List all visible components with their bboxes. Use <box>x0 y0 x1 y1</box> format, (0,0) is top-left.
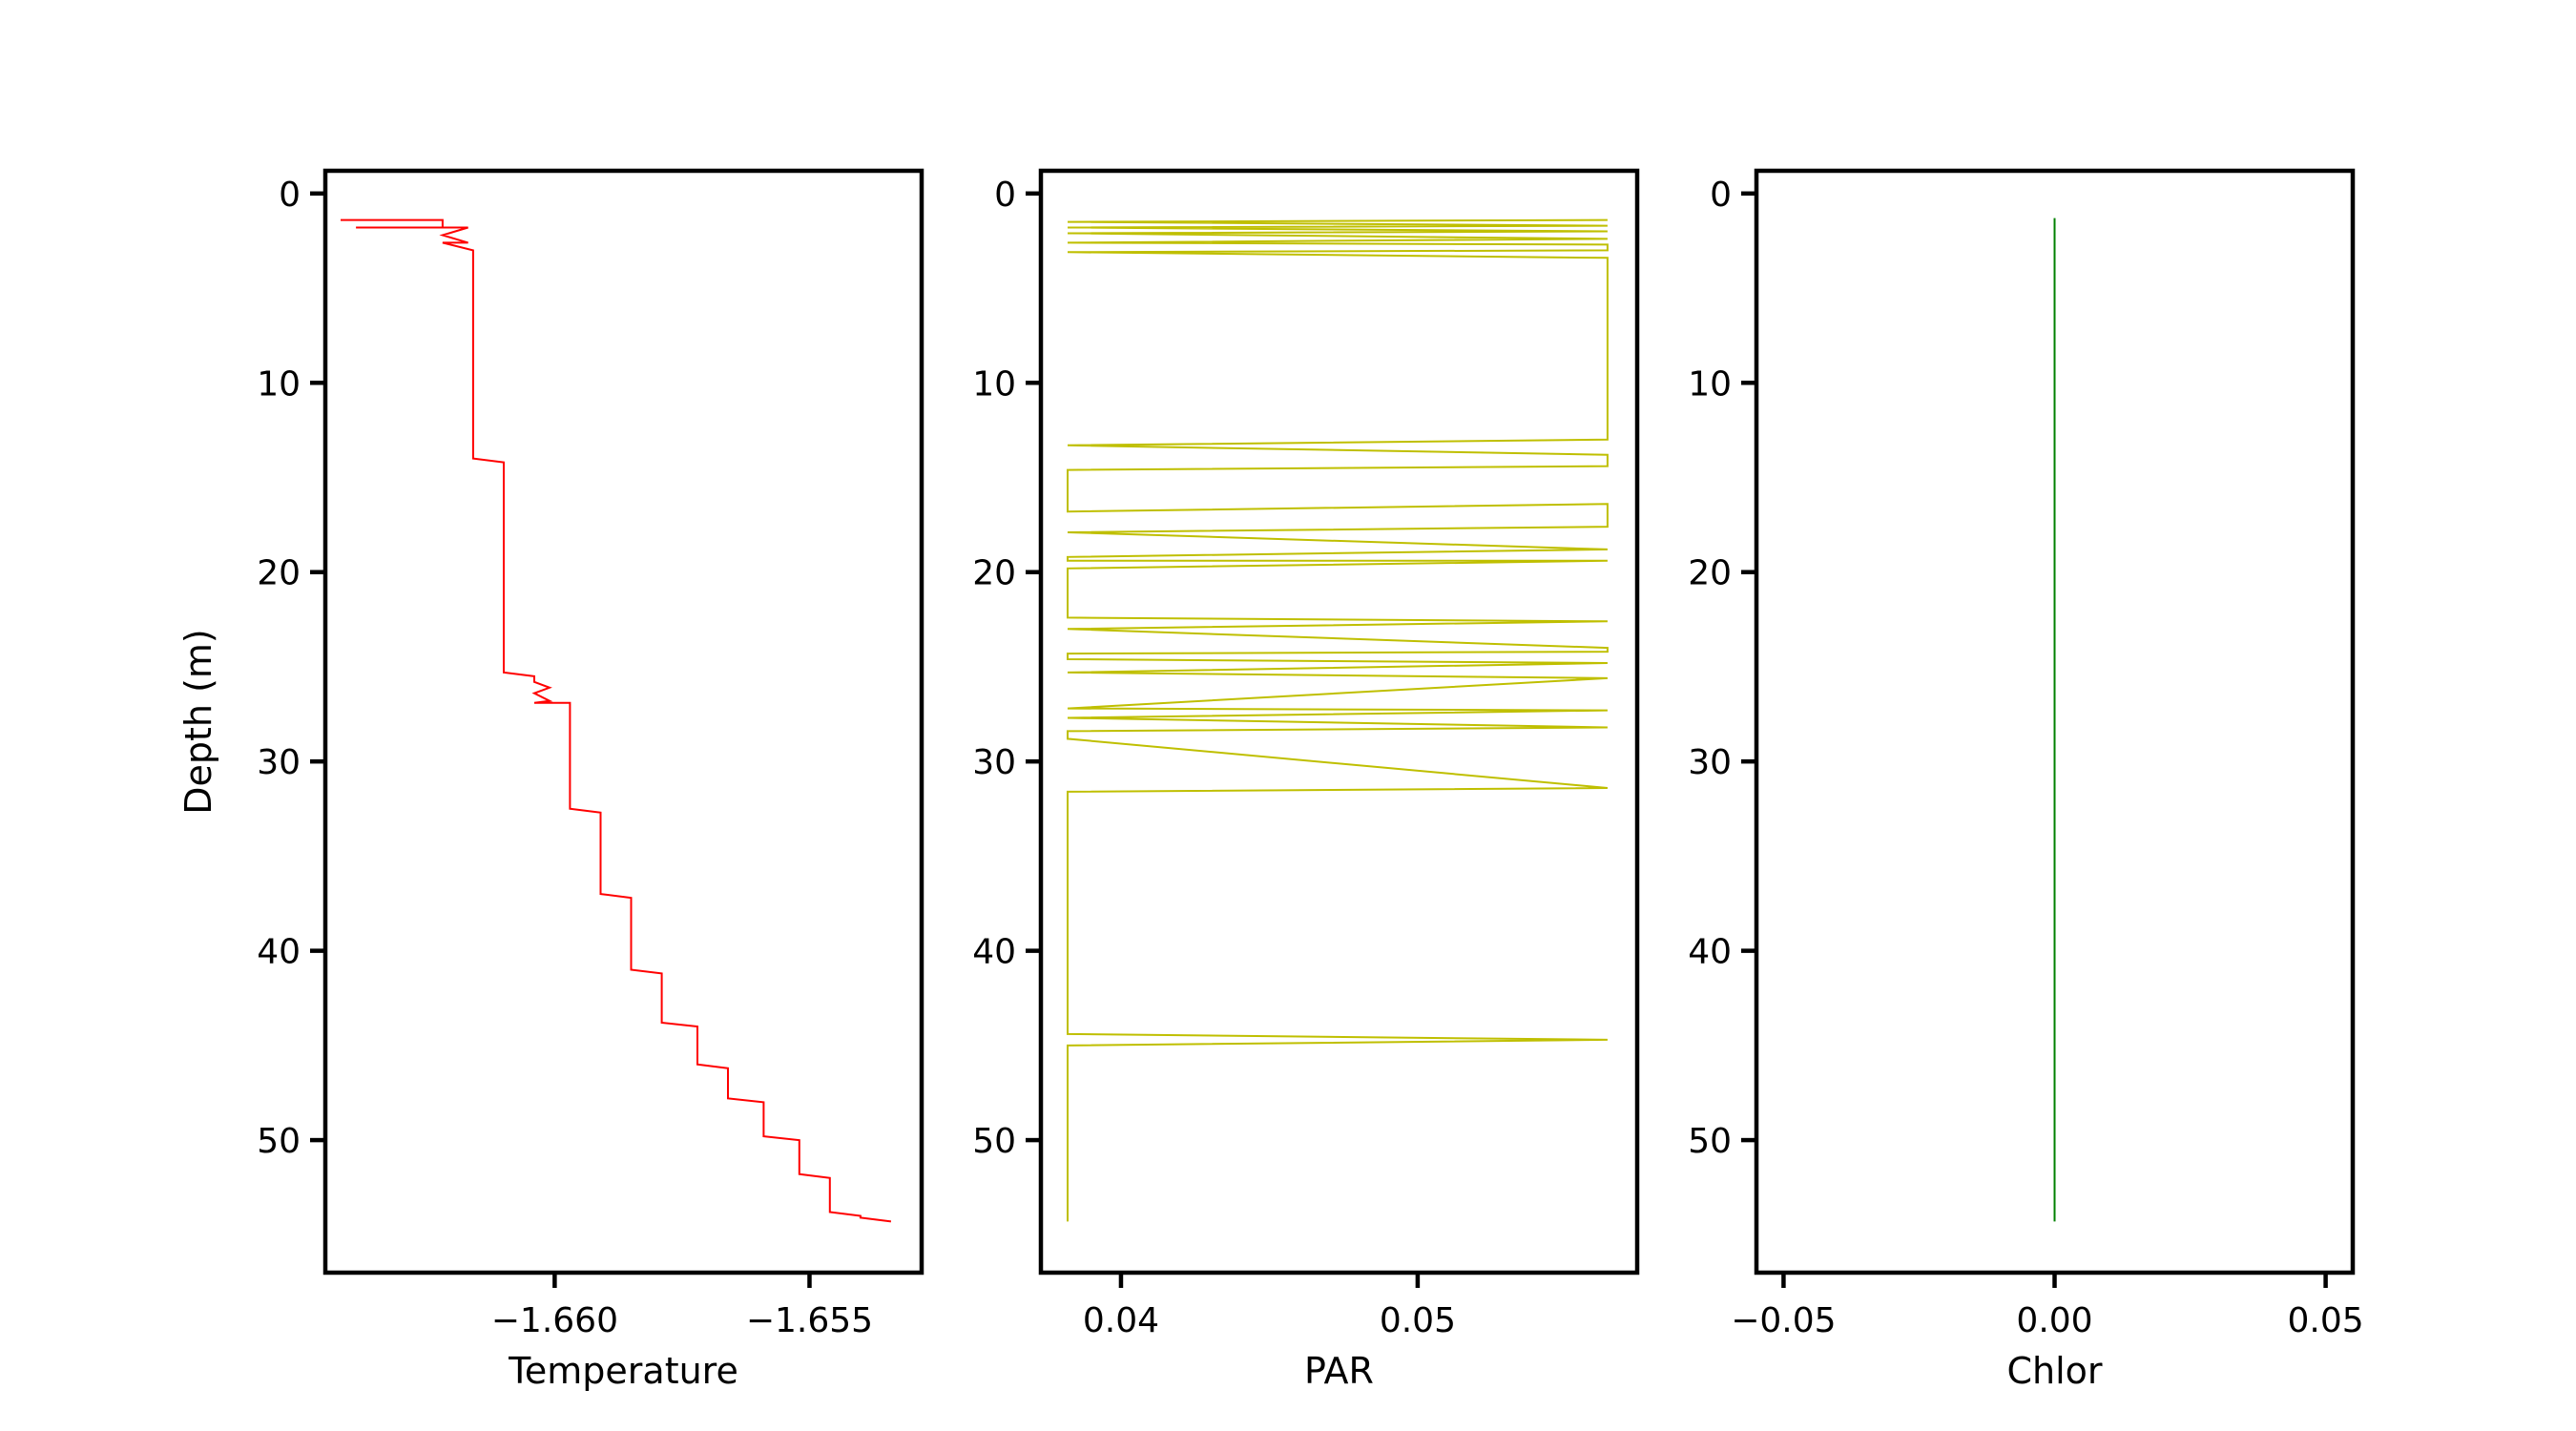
x-tick-label: 0.05 <box>2288 1301 2364 1340</box>
x-axis-label: PAR <box>1304 1350 1374 1392</box>
y-tick-label: 50 <box>257 1122 301 1161</box>
panel-temperature: 0 10 20 30 40 50 −1.660 −1.655 Temperature Dep… <box>177 168 924 1392</box>
y-axis-label: Depth (m) <box>177 629 219 815</box>
y-tick-label: 10 <box>1688 364 1732 404</box>
y-tick-label: 30 <box>1688 743 1732 782</box>
y-tick-label: 30 <box>257 743 301 782</box>
y-tick-label: 0 <box>994 176 1016 215</box>
plot-area <box>341 218 892 1223</box>
x-tick-label: 0.00 <box>2016 1301 2092 1340</box>
x-ticks: −1.660 −1.655 <box>491 1273 873 1340</box>
y-tick-label: 50 <box>1688 1122 1732 1161</box>
x-axis-label: Chlor <box>2006 1350 2102 1392</box>
y-tick-label: 0 <box>1710 176 1732 215</box>
panel-chlor: 0 10 20 30 40 50 −0.05 0.00 0.05 Chlor <box>1688 168 2364 1392</box>
axes-frame <box>322 168 924 1275</box>
y-tick-label: 0 <box>279 176 301 215</box>
y-tick-label: 20 <box>972 554 1016 593</box>
x-ticks: −0.05 0.00 0.05 <box>1731 1273 2364 1340</box>
y-tick-label: 20 <box>257 554 301 593</box>
y-ticks: 0 10 20 30 40 50 <box>1688 176 1756 1161</box>
y-tick-label: 40 <box>257 933 301 972</box>
x-tick-label: −1.660 <box>491 1301 618 1340</box>
y-tick-label: 20 <box>1688 554 1732 593</box>
y-tick-label: 40 <box>1688 933 1732 972</box>
x-tick-label: 0.05 <box>1380 1301 1456 1340</box>
y-tick-label: 50 <box>972 1122 1016 1161</box>
x-ticks: 0.04 0.05 <box>1083 1273 1456 1340</box>
axes-frame <box>1038 168 1640 1275</box>
y-tick-label: 40 <box>972 933 1016 972</box>
series-line <box>341 218 892 1223</box>
plot-area <box>1067 218 1609 1222</box>
y-tick-label: 30 <box>972 743 1016 782</box>
y-ticks: 0 10 20 30 40 50 <box>972 176 1041 1161</box>
y-tick-label: 10 <box>257 364 301 404</box>
y-tick-label: 10 <box>972 364 1016 404</box>
series-line <box>1067 218 1609 1222</box>
x-tick-label: −0.05 <box>1731 1301 1836 1340</box>
y-ticks: 0 10 20 30 40 50 <box>257 176 325 1161</box>
panel-par: 0 10 20 30 40 50 0.04 0.05 PAR <box>972 168 1640 1392</box>
x-tick-label: 0.04 <box>1083 1301 1159 1340</box>
x-axis-label: Temperature <box>508 1350 738 1392</box>
x-tick-label: −1.655 <box>746 1301 873 1340</box>
